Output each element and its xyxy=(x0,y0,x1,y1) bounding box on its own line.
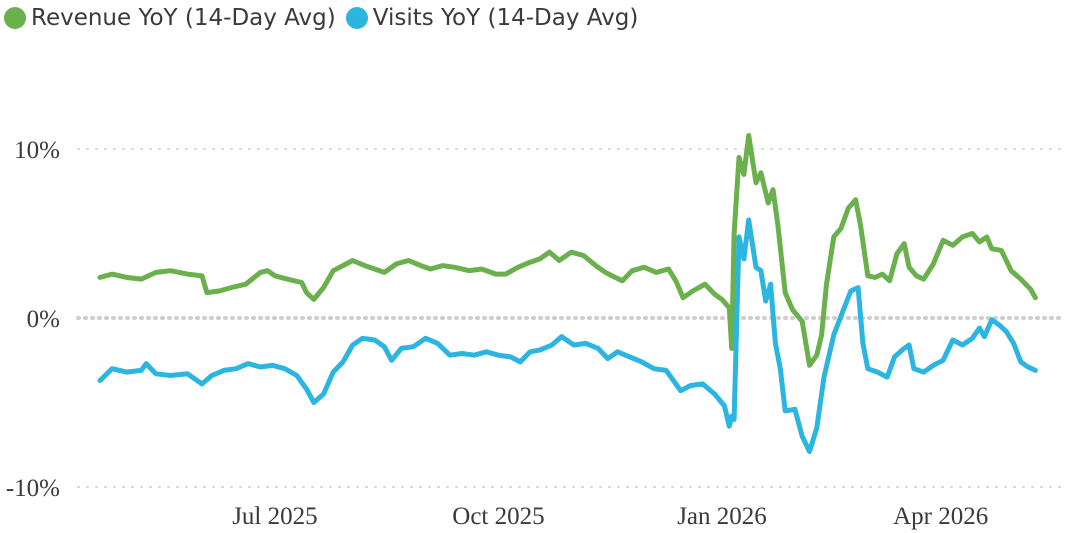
revenue-series-marker xyxy=(4,7,26,29)
legend-label-visits: Visits YoY (14-Day Avg) xyxy=(372,5,639,31)
series-line-visits xyxy=(97,217,1038,454)
y-tick-label-2: -10% xyxy=(6,475,60,502)
chart-legend: Revenue YoY (14-Day Avg) Visits YoY (14-… xyxy=(4,2,648,34)
legend-item-visits[interactable]: Visits YoY (14-Day Avg) xyxy=(345,5,639,31)
legend-item-revenue[interactable]: Revenue YoY (14-Day Avg) xyxy=(4,5,336,31)
y-tick-label-1: 0% xyxy=(27,306,60,333)
x-axis: Jul 2025 Oct 2025 Jan 2026 Apr 2026 xyxy=(232,503,988,530)
y-tick-label-0: 10% xyxy=(14,137,60,164)
gridlines xyxy=(76,148,1064,488)
y-axis: 10% 0% -10% xyxy=(6,137,60,502)
legend-label-revenue: Revenue YoY (14-Day Avg) xyxy=(31,5,336,31)
series-lines xyxy=(97,133,1038,454)
x-tick-label-1: Oct 2025 xyxy=(452,503,544,530)
x-tick-label-3: Apr 2026 xyxy=(893,503,988,530)
visits-series-marker xyxy=(345,7,368,29)
series-line-revenue xyxy=(97,133,1038,368)
x-tick-label-0: Jul 2025 xyxy=(232,503,317,530)
x-tick-label-2: Jan 2026 xyxy=(677,503,767,530)
